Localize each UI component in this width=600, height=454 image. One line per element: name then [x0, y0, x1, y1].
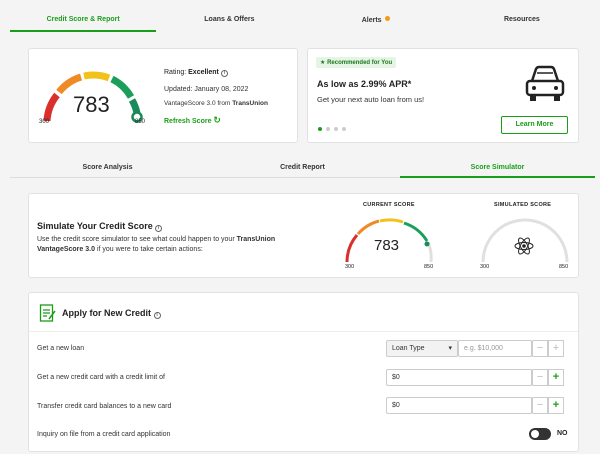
alert-dot: [384, 16, 390, 21]
score-gauge: [43, 71, 143, 123]
apply-title-line: Apply for New Credit i: [62, 308, 161, 319]
carousel-dot[interactable]: [342, 127, 346, 131]
atom-icon: [514, 237, 534, 255]
loan-amount-input[interactable]: e.g. $10,000: [458, 340, 532, 357]
current-score-label: CURRENT SCORE: [363, 202, 415, 208]
learn-more-button[interactable]: Learn More: [501, 116, 568, 134]
simulated-score-gauge: [481, 218, 569, 263]
current-score-value: 783: [374, 237, 400, 254]
chevron-down-icon: ▾: [448, 345, 452, 352]
subtab-credit-report[interactable]: Credit Report: [205, 158, 400, 178]
recommended-badge: ★ Recommended for You: [316, 57, 397, 68]
simulated-score-max: 850: [559, 264, 569, 270]
refresh-score-link[interactable]: Refresh Score ↻: [164, 115, 221, 125]
loan-decrement-button[interactable]: −: [532, 340, 548, 357]
simulator-description: Use the credit score simulator to see wh…: [37, 236, 276, 253]
card-decrement-button[interactable]: −: [532, 369, 548, 386]
main-tabs: Credit Score & Report Loans & Offers Ale…: [10, 8, 595, 32]
carousel-dot[interactable]: [326, 127, 330, 131]
apply-credit-card: Apply for New Credit i Get a new loan Lo…: [28, 292, 579, 452]
inquiry-toggle[interactable]: [529, 428, 551, 440]
score-card: 783 300 850 Rating: Excellent i Updated:…: [28, 48, 298, 143]
tab-credit-score-report[interactable]: Credit Score & Report: [10, 8, 157, 32]
inquiry-toggle-label: NO: [557, 430, 568, 437]
refresh-icon: ↻: [213, 115, 221, 125]
subtab-score-analysis[interactable]: Score Analysis: [10, 158, 205, 178]
carousel-dot[interactable]: [334, 127, 338, 131]
transfer-increment-button[interactable]: +: [548, 397, 564, 414]
current-score-max: 850: [424, 264, 434, 270]
inquiry-label: Inquiry on file from a credit card appli…: [37, 431, 171, 438]
promo-subtext: Get your next auto loan from us!: [317, 95, 425, 104]
transfer-decrement-button[interactable]: −: [532, 397, 548, 414]
simulator-card: Simulate Your Credit Score i Use the cre…: [28, 193, 579, 278]
new-loan-label: Get a new loan: [37, 345, 85, 352]
loan-increment-button[interactable]: +: [548, 340, 564, 357]
carousel-dots: [318, 127, 346, 131]
toggle-knob: [531, 430, 539, 438]
info-icon[interactable]: i: [155, 225, 163, 232]
score-value: 783: [73, 92, 110, 117]
car-icon: [525, 65, 565, 101]
star-icon: ★: [320, 60, 326, 66]
simulated-score-label: SIMULATED SCORE: [494, 202, 552, 208]
transfer-label: Transfer credit card balances to a new c…: [37, 403, 172, 410]
report-subtabs: Score Analysis Credit Report Score Simul…: [10, 158, 595, 178]
score-source: VantageScore 3.0 from TransUnion: [164, 100, 268, 107]
current-score-gauge: [345, 218, 433, 263]
simulated-score-min: 300: [480, 264, 490, 270]
tab-loans-offers[interactable]: Loans & Offers: [204, 16, 255, 23]
simulator-title-line: Simulate Your Credit Score i: [37, 221, 163, 232]
subtab-score-simulator[interactable]: Score Simulator: [400, 158, 595, 178]
updated-date: Updated: January 08, 2022: [164, 86, 249, 93]
tab-alerts[interactable]: Alerts: [303, 8, 449, 32]
transfer-amount-input[interactable]: $0: [386, 397, 532, 414]
info-icon[interactable]: i: [153, 312, 161, 319]
promo-card: ★ Recommended for You As low as 2.99% AP…: [307, 48, 579, 143]
current-score-min: 300: [345, 264, 355, 270]
score-max: 850: [135, 119, 146, 125]
carousel-dot-active[interactable]: [318, 127, 322, 131]
card-increment-button[interactable]: +: [548, 369, 564, 386]
card-limit-input[interactable]: $0: [386, 369, 532, 386]
info-icon[interactable]: i: [220, 70, 228, 77]
score-min: 300: [39, 119, 50, 125]
rating-line: Rating: Excellent i: [164, 69, 228, 77]
promo-headline: As low as 2.99% APR*: [317, 79, 412, 89]
application-form-icon: [39, 304, 56, 322]
loan-type-select[interactable]: Loan Type ▾: [386, 340, 458, 357]
divider: [29, 331, 578, 332]
tab-resources[interactable]: Resources: [503, 16, 540, 23]
new-card-label: Get a new credit card with a credit limi…: [37, 374, 165, 381]
rating-value: Excellent: [188, 69, 219, 76]
